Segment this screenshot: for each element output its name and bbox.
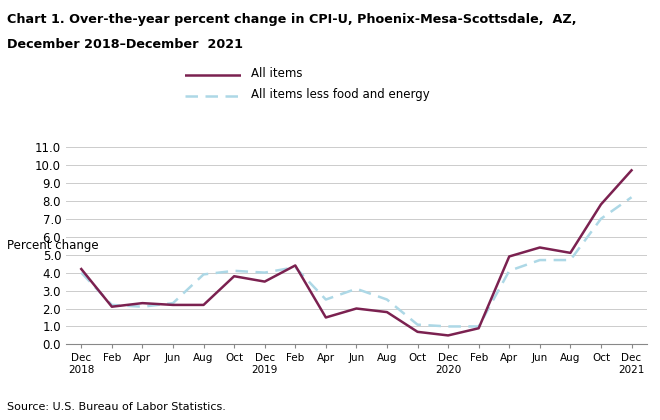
Text: All items less food and energy: All items less food and energy xyxy=(251,88,430,101)
Text: All items: All items xyxy=(251,67,302,80)
Text: Chart 1. Over-the-year percent change in CPI-U, Phoenix-Mesa-Scottsdale,  AZ,: Chart 1. Over-the-year percent change in… xyxy=(7,13,576,26)
Text: Percent change: Percent change xyxy=(7,239,98,252)
Text: December 2018–December  2021: December 2018–December 2021 xyxy=(7,38,243,51)
Text: Source: U.S. Bureau of Labor Statistics.: Source: U.S. Bureau of Labor Statistics. xyxy=(7,402,226,412)
